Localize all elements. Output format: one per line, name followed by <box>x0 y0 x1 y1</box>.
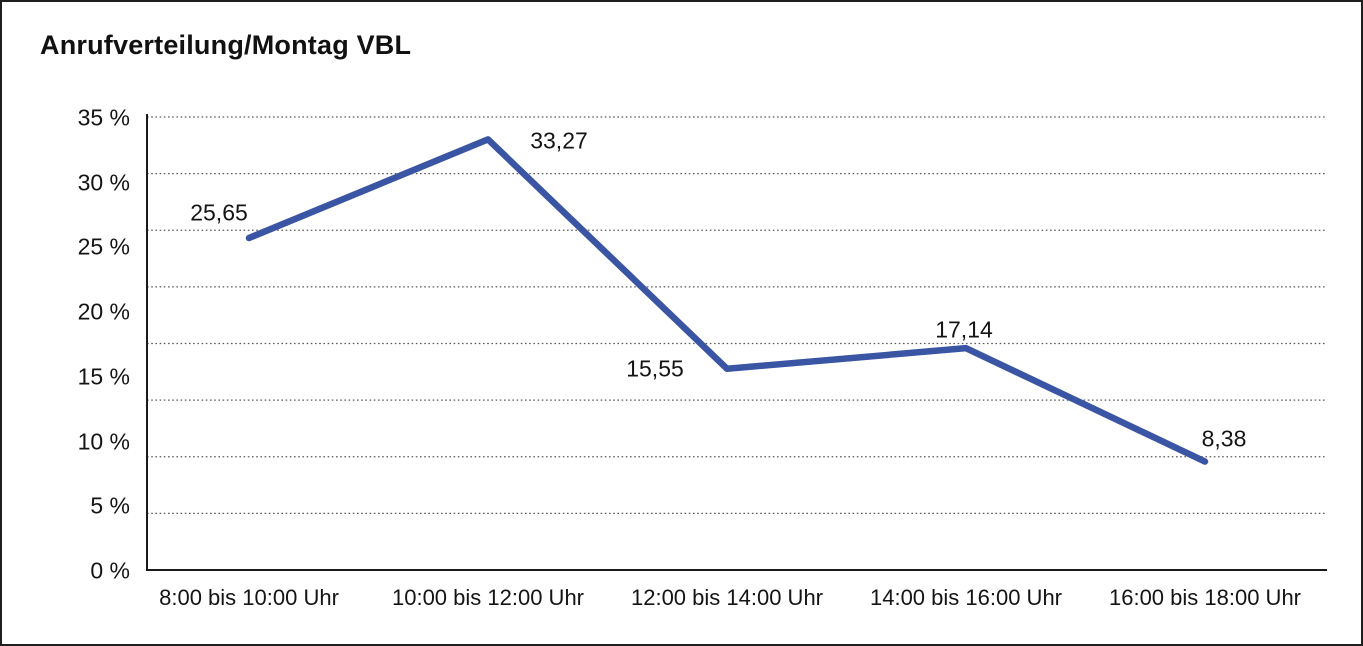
x-axis-category-label: 14:00 bis 16:00 Uhr <box>869 585 1063 610</box>
data-point-label: 25,65 <box>190 199 248 226</box>
y-axis-tick-label: 25 % <box>77 233 130 260</box>
y-axis-tick-label: 35 % <box>77 104 130 131</box>
x-axis-category-label: 8:00 bis 10:00 Uhr <box>159 585 339 610</box>
data-line <box>245 136 1209 465</box>
data-point-label: 8,38 <box>1201 425 1247 452</box>
y-axis-tick-label: 5 % <box>90 492 130 519</box>
data-point-label: 33,27 <box>530 127 588 154</box>
y-axis-tick-label: 30 % <box>77 169 130 196</box>
y-axis-tick-label: 15 % <box>77 363 130 390</box>
y-axis-tick-label: 10 % <box>77 428 130 455</box>
chart-title: Anrufverteilung/Montag VBL <box>40 30 412 60</box>
x-axis-category-label: 10:00 bis 12:00 Uhr <box>391 585 585 610</box>
x-axis-category-label: 16:00 bis 18:00 Uhr <box>1108 585 1302 610</box>
x-axis-category-label: 12:00 bis 14:00 Uhr <box>630 585 824 610</box>
data-point-label: 15,55 <box>626 355 684 382</box>
y-axis-tick-label: 20 % <box>77 298 130 325</box>
data-point-label: 17,14 <box>935 316 993 343</box>
y-axis-tick-label: 0 % <box>90 557 130 584</box>
